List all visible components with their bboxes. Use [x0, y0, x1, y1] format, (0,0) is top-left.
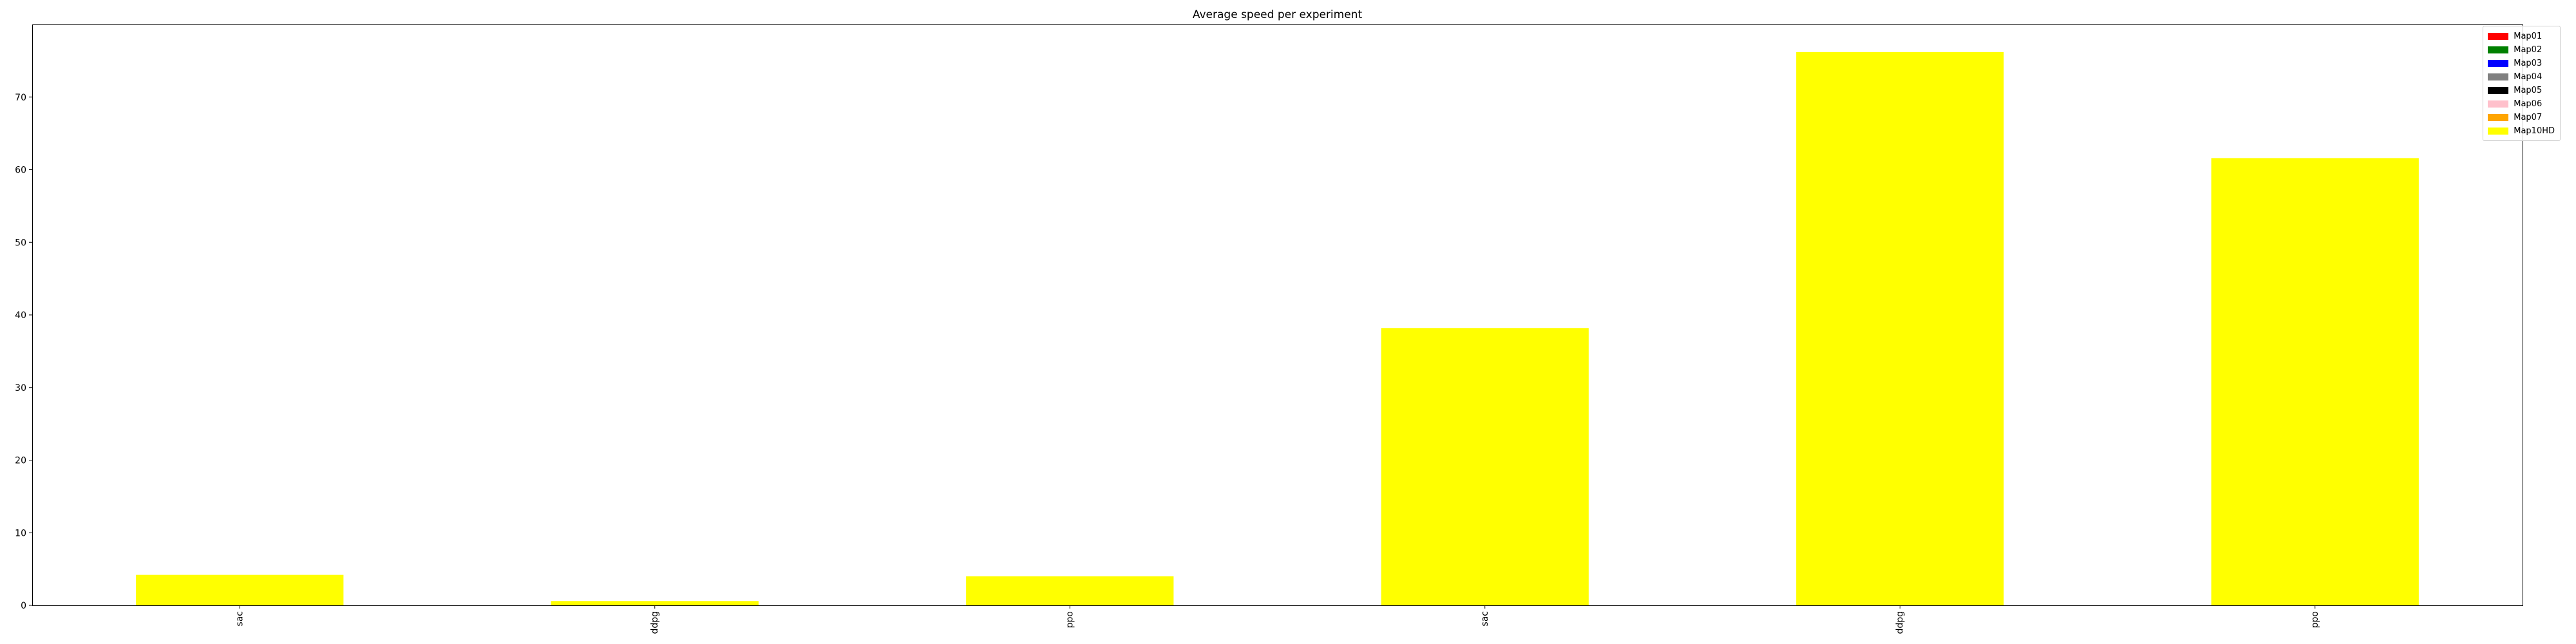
y-tick-label: 70 — [15, 93, 26, 103]
y-tick-label: 0 — [21, 601, 26, 611]
x-tick-label-ppo: ppo — [1065, 611, 1075, 628]
legend-swatch — [2488, 128, 2509, 135]
x-tick-label-sac: sac — [1480, 611, 1490, 627]
legend-label: Map03 — [2514, 59, 2543, 68]
legend-label: Map04 — [2514, 72, 2543, 82]
bar-map10hd-ddpg-2 — [551, 601, 759, 605]
y-tick-label: 60 — [15, 166, 26, 176]
legend-swatch — [2488, 114, 2509, 121]
legend-item-map05: Map05 — [2488, 84, 2555, 97]
legend-swatch — [2488, 33, 2509, 40]
legend: Map01 Map02 Map03 Map04 Map05 Map06 Map07 Map10… — [2483, 26, 2561, 141]
legend-label: Map10HD — [2514, 126, 2555, 136]
chart-title: Average speed per experiment — [1193, 8, 1363, 21]
legend-items: Map01 Map02 Map03 Map04 Map05 Map06 Map07 Map10… — [2488, 30, 2555, 138]
x-tick-label-ddpg: ddpg — [1895, 611, 1905, 634]
bar-map10hd-sac-1 — [136, 574, 344, 605]
y-tick-label: 10 — [15, 528, 26, 538]
legend-swatch — [2488, 73, 2509, 80]
x-axis: sac ddpg ppo sac ddpg ppo — [234, 605, 2320, 634]
bar-map10hd-sac-4 — [1381, 328, 1589, 605]
legend-item-map02: Map02 — [2488, 43, 2555, 57]
plot-frame — [32, 24, 2523, 606]
legend-item-map07: Map07 — [2488, 111, 2555, 124]
x-tick-label-ppo: ppo — [2310, 611, 2320, 628]
legend-swatch — [2488, 46, 2509, 53]
legend-label: Map06 — [2514, 99, 2543, 109]
legend-label: Map02 — [2514, 45, 2543, 55]
legend-swatch — [2488, 87, 2509, 94]
bar-map10hd-ppo-6 — [2211, 158, 2419, 605]
y-tick-label: 20 — [15, 456, 26, 466]
legend-item-map06: Map06 — [2488, 97, 2555, 111]
y-tick-label: 40 — [15, 310, 26, 321]
x-tick-label-sac: sac — [234, 611, 245, 627]
bar-map10hd-ddpg-5 — [1796, 52, 2004, 606]
bars-layer — [136, 52, 2419, 606]
legend-swatch — [2488, 100, 2509, 108]
legend-item-map10hd: Map10HD — [2488, 124, 2555, 138]
y-tick-label: 50 — [15, 238, 26, 248]
y-tick-label: 30 — [15, 383, 26, 393]
legend-swatch — [2488, 60, 2509, 67]
y-axis: 0 10 20 30 40 50 60 70 — [15, 93, 32, 611]
bar-map10hd-ppo-3 — [966, 576, 1174, 605]
legend-label: Map05 — [2514, 86, 2543, 95]
x-tick-label-ddpg: ddpg — [650, 611, 660, 634]
legend-item-map04: Map04 — [2488, 70, 2555, 84]
legend-item-map03: Map03 — [2488, 57, 2555, 70]
legend-item-map01: Map01 — [2488, 30, 2555, 43]
legend-label: Map01 — [2514, 32, 2543, 41]
legend-label: Map07 — [2514, 113, 2543, 122]
